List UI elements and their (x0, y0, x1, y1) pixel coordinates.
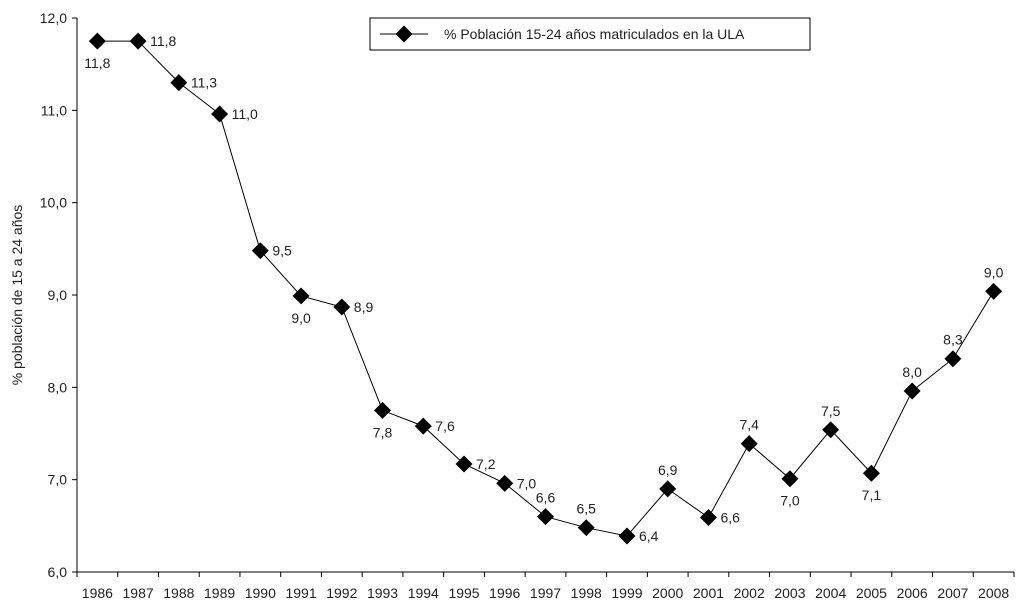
data-point (292, 287, 310, 305)
x-tick-label: 1988 (163, 585, 194, 601)
y-tick-label: 7,0 (48, 472, 68, 488)
legend-box (369, 17, 811, 51)
data-label: 11,8 (84, 55, 110, 71)
data-label: 11,0 (232, 106, 258, 122)
data-point (211, 105, 229, 123)
x-tick-label: 2000 (652, 585, 683, 601)
data-label: 7,2 (476, 456, 496, 472)
data-label: 8,9 (354, 299, 374, 315)
data-label: 7,4 (739, 417, 759, 433)
x-tick-label: 2004 (815, 585, 846, 601)
x-tick-label: 1993 (367, 585, 398, 601)
data-label: 11,8 (150, 33, 176, 49)
data-label: 6,5 (577, 501, 597, 517)
data-label: 6,9 (658, 462, 678, 478)
data-point (537, 508, 554, 526)
x-tick-label: 1994 (408, 585, 439, 601)
data-point (822, 421, 840, 439)
x-tick-label: 1987 (123, 585, 154, 601)
series-layer: 11,811,811,311,09,59,08,97,8 7,67,27,06,6… (84, 32, 1004, 545)
x-tick-label: 1991 (285, 585, 316, 601)
legend-label: % Población 15-24 años matriculados en l… (444, 26, 745, 42)
y-tick-label: 9,0 (48, 287, 68, 303)
data-label: 8,3 (943, 332, 963, 348)
x-tick-label: 2007 (937, 585, 968, 601)
data-label: 6,4 (639, 528, 659, 544)
data-label: 8,0 (902, 364, 922, 380)
x-tick-label: 2001 (693, 585, 724, 601)
data-point (781, 470, 799, 488)
data-label: 9,5 (272, 243, 292, 259)
y-axis-ticks: 6,0 7,0 8,0 9,0 10,0 11,0 12,0 (40, 10, 77, 580)
x-tick-label: 1996 (489, 585, 520, 601)
data-point (740, 435, 758, 453)
data-point (699, 509, 717, 527)
x-tick-label: 1995 (448, 585, 479, 601)
data-point (414, 417, 432, 435)
data-label: 9,0 (291, 310, 311, 326)
x-tick-label: 2003 (774, 585, 805, 601)
data-point (862, 464, 880, 482)
data-point (374, 401, 392, 419)
data-label: 7,8 (373, 424, 393, 440)
data-point (659, 480, 677, 498)
data-label: 6,6 (536, 490, 556, 506)
y-tick-label: 6,0 (48, 564, 68, 580)
x-tick-label: 2005 (856, 585, 887, 601)
y-tick-label: 10,0 (40, 195, 67, 211)
data-point (577, 519, 595, 537)
data-label: 7,0 (517, 475, 537, 491)
x-tick-label: 2006 (897, 585, 928, 601)
data-label: 9,0 (984, 264, 1004, 280)
data-label: 7,0 (780, 493, 800, 509)
x-tick-label: 1990 (245, 585, 276, 601)
data-point (944, 350, 962, 368)
x-tick-label: 1999 (611, 585, 642, 601)
x-tick-label: 1997 (530, 585, 561, 601)
data-label: 7,5 (821, 403, 841, 419)
y-axis-title: % población de 15 a 24 años (9, 205, 25, 386)
y-tick-label: 8,0 (48, 379, 68, 395)
y-tick-label: 12,0 (40, 10, 67, 26)
data-label: 6,6 (720, 510, 740, 526)
data-label: 7,1 (862, 487, 882, 503)
x-tick-label: 1998 (571, 585, 602, 601)
data-point (496, 474, 514, 492)
data-point (985, 282, 1003, 300)
x-tick-label: 1989 (204, 585, 235, 601)
x-tick-label: 2002 (734, 585, 765, 601)
data-point (251, 242, 269, 260)
data-point (170, 74, 188, 92)
x-tick-label: 1992 (326, 585, 357, 601)
legend: % Población 15-24 años matriculados en l… (369, 17, 811, 51)
x-tick-label: 2008 (978, 585, 1009, 601)
data-point (618, 527, 636, 545)
x-tick-label: 1986 (82, 585, 113, 601)
x-axis-ticks: 1986 1987 1988 1989 1990 1991 1992 1993 1994 1995… (76, 572, 1015, 601)
data-label: 7,6 (435, 418, 455, 434)
data-point (333, 298, 351, 316)
y-tick-label: 11,0 (41, 102, 67, 118)
data-point (903, 382, 921, 400)
data-point (88, 32, 106, 50)
data-point (455, 455, 473, 473)
data-label: 11,3 (191, 75, 217, 91)
